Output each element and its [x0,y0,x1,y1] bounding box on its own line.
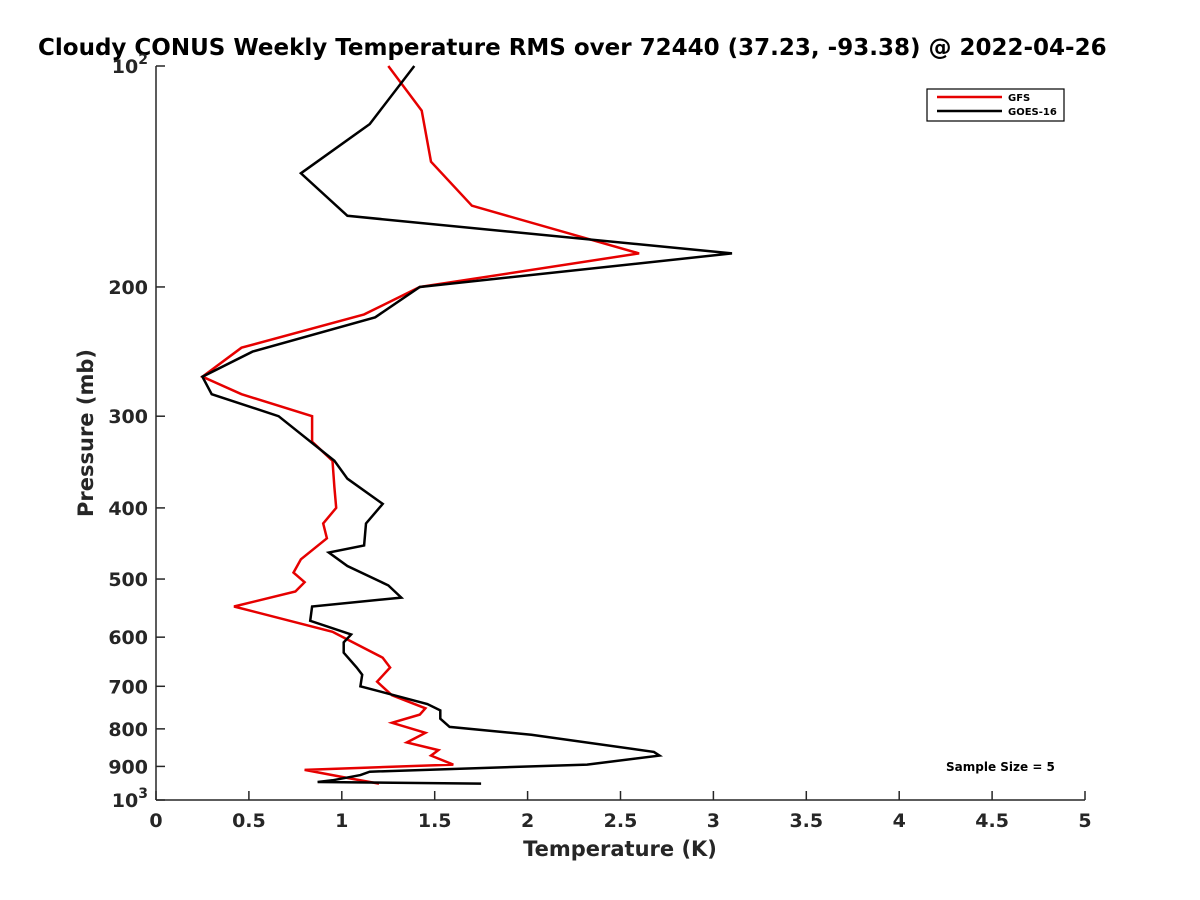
series-line-goes-16 [200,65,733,785]
y-tick-label: 102 [112,52,148,78]
y-axis-label: Pressure (mb) [74,349,98,517]
legend-box [926,88,1065,122]
y-tick-label: 800 [108,719,148,741]
x-tick-label: 3.5 [789,810,823,832]
y-tick-label: 900 [108,756,148,778]
x-axis-label: Temperature (K) [523,837,717,861]
x-tick-label: 2.5 [604,810,638,832]
legend-label: GOES-16 [1008,107,1057,118]
y-tick-exponent: 2 [138,52,148,68]
x-tick-label: 2 [521,810,534,832]
plot-area [155,66,1085,801]
legend-label: GFS [1008,93,1030,104]
x-axis: 0 0.5 1 1.5 2 2.5 3 3.5 4 4.5 5 [149,791,1092,832]
x-tick-label: 4.5 [975,810,1009,832]
y-tick-base: 10 [112,790,138,812]
x-tick-label: 5 [1078,810,1091,832]
series-line-gfs [199,65,640,785]
x-tick-label: 3 [707,810,720,832]
x-tick-label: 4 [893,810,906,832]
y-tick-label: 600 [108,627,148,649]
series-layer [199,65,733,785]
y-tick-exponent: 3 [138,786,148,802]
x-tick-label: 1.5 [418,810,452,832]
y-tick-label: 700 [108,676,148,698]
sample-size-annotation: Sample Size = 5 [946,760,1055,774]
y-tick-label: 300 [108,406,148,428]
y-tick-label: 200 [108,277,148,299]
x-tick-label: 1 [335,810,348,832]
y-tick-label: 500 [108,569,148,591]
legend: GFS GOES-16 [926,88,1065,122]
y-tick-base: 10 [112,56,138,78]
x-tick-label: 0.5 [232,810,266,832]
chart-title: Cloudy CONUS Weekly Temperature RMS over… [38,35,1107,61]
y-tick-label: 400 [108,498,148,520]
y-tick-label: 103 [112,786,148,812]
x-tick-label: 0 [149,810,162,832]
